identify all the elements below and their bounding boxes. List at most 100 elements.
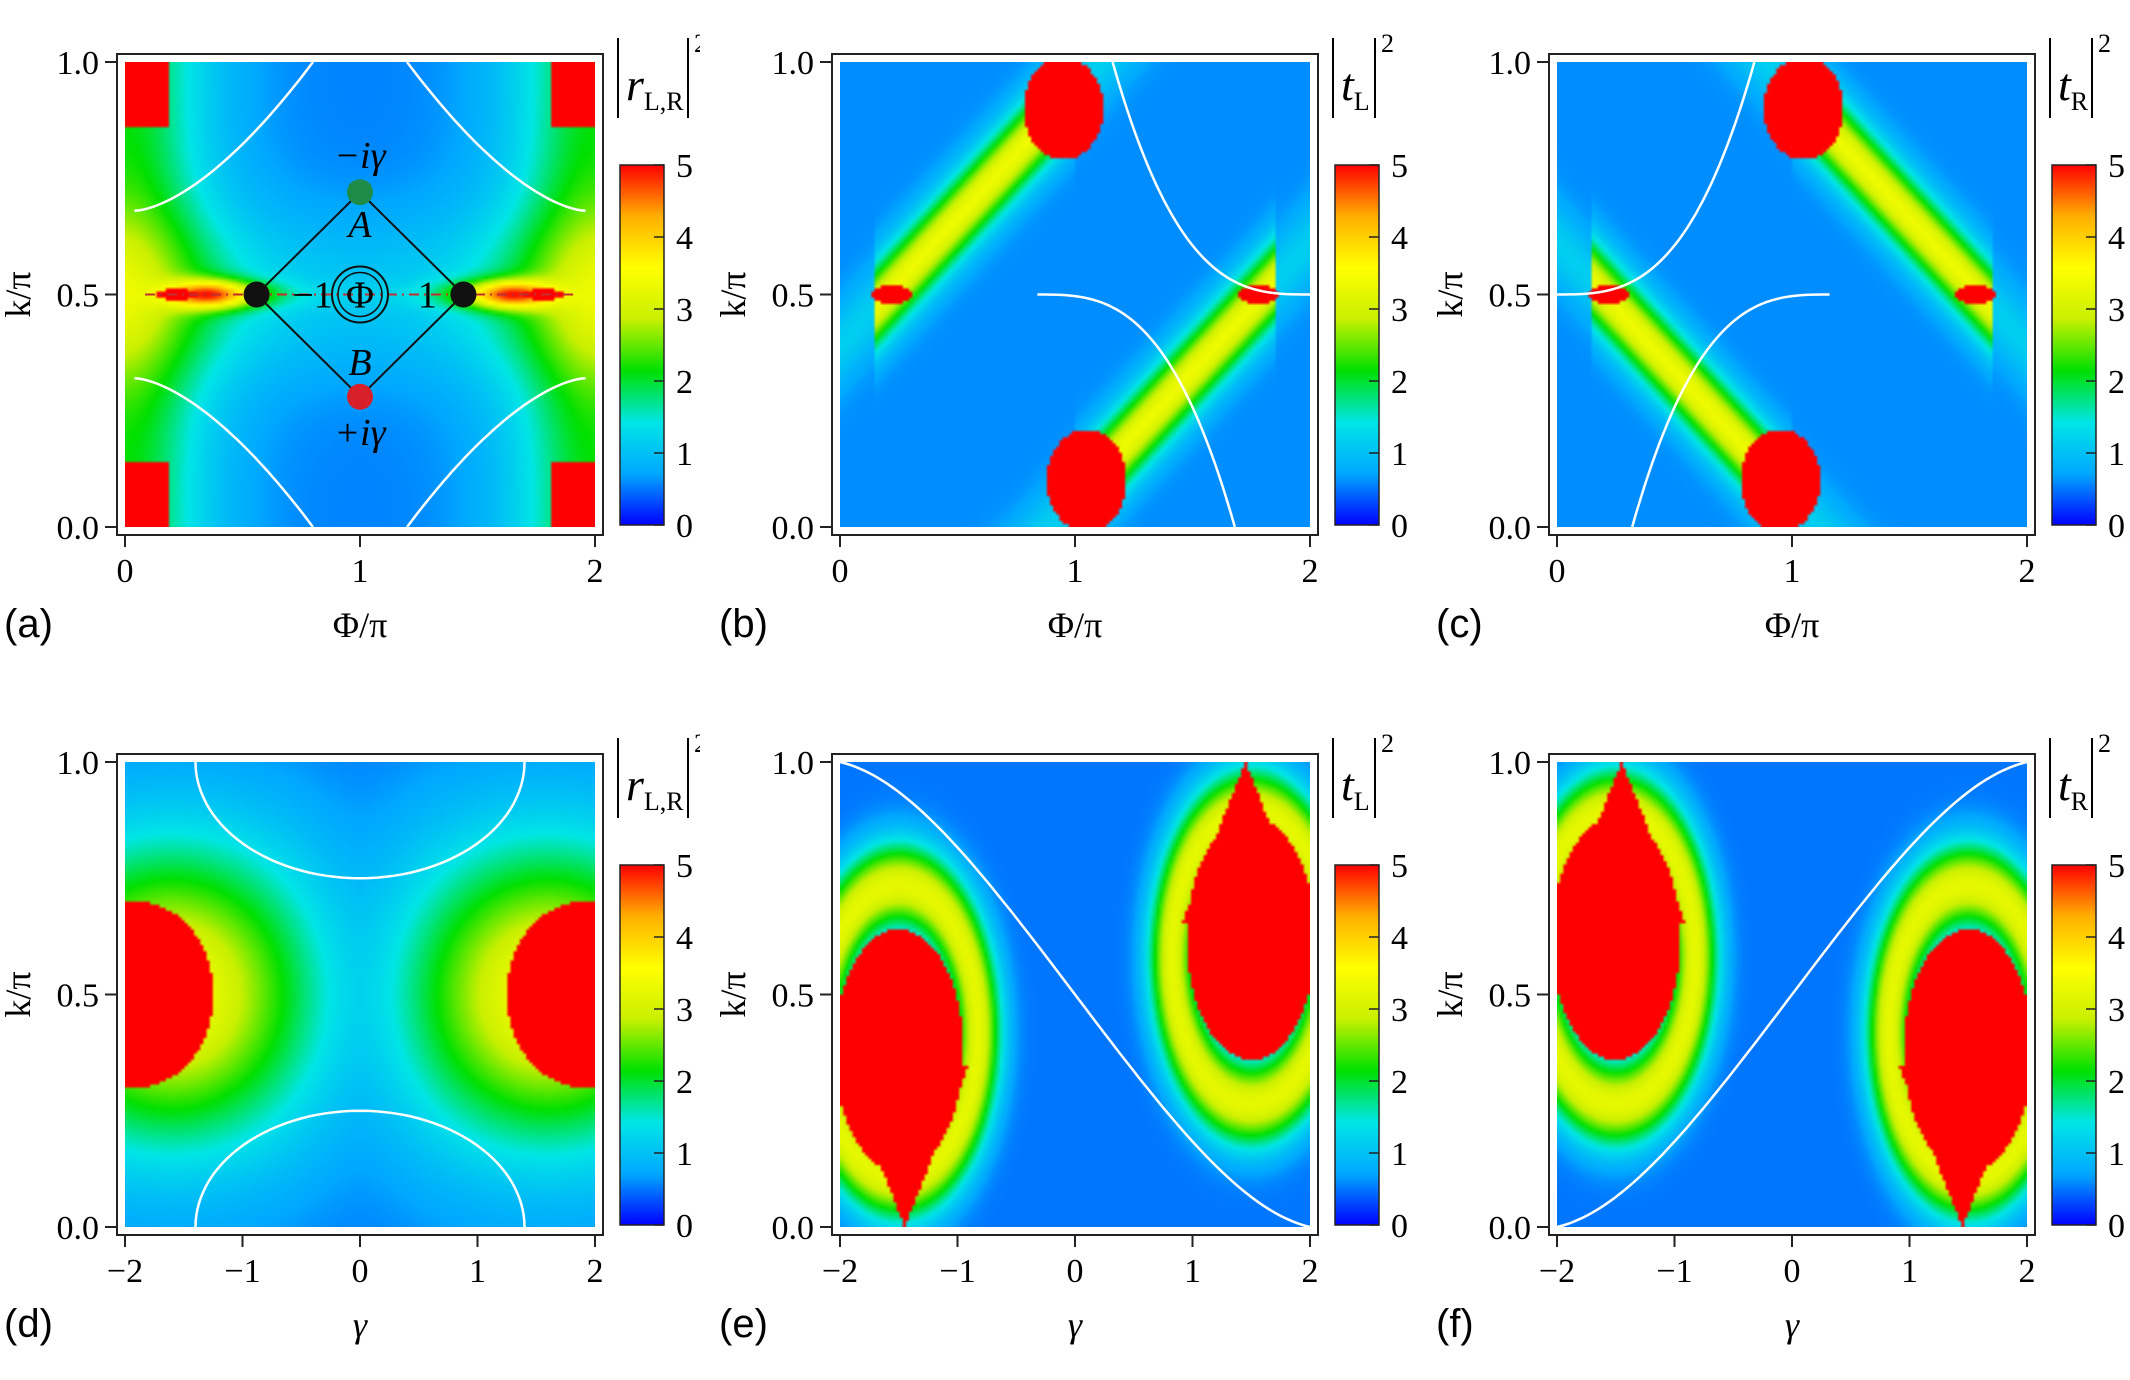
y-tick-label: 0.0 <box>57 1210 100 1247</box>
y-tick-label: 0.5 <box>1489 278 1532 315</box>
x-tick-label: −1 <box>224 1253 260 1290</box>
x-tick-label: −2 <box>107 1253 143 1290</box>
heatmap-image <box>1557 62 2027 527</box>
colorbar-tick-label: 1 <box>1391 436 1408 473</box>
colorbar-tick-label: 1 <box>676 436 693 473</box>
y-tick-label: 0.0 <box>1489 510 1532 547</box>
x-tick-label: 2 <box>1302 1253 1319 1290</box>
x-axis-label: γ <box>353 1305 368 1345</box>
colorbar-tick-label: 3 <box>1391 292 1408 329</box>
colorbar-tick-label: 5 <box>2108 148 2125 185</box>
colorbar-tick-label: 2 <box>1391 1064 1408 1101</box>
x-tick-label: 1 <box>1784 553 1801 590</box>
x-axis-label: Φ/π <box>333 605 388 645</box>
y-tick-label: 0.5 <box>772 978 815 1015</box>
x-tick-label: −2 <box>1539 1253 1575 1290</box>
heatmap-panel: −2 −1 0 1 2 0.0 0.5 1.0 γ k/π (d) 0 1 2 3 4 5 rL,R 2 <box>0 729 700 1346</box>
y-axis-label: k/π <box>0 271 38 317</box>
x-tick-label: 0 <box>117 553 134 590</box>
colorbar-tick-label: 2 <box>676 364 693 401</box>
colorbar-tick-label: 1 <box>1391 1136 1408 1173</box>
y-tick-label: 0.0 <box>772 510 815 547</box>
colorbar-title: tL 2 <box>1332 29 1394 118</box>
colorbar <box>619 164 665 526</box>
colorbar-tick-label: 3 <box>2108 292 2125 329</box>
x-axis-label: γ <box>1785 1305 1800 1345</box>
x-tick-label: 0 <box>1784 1253 1801 1290</box>
colorbar-tick-label: 5 <box>1391 148 1408 185</box>
site-B <box>347 383 373 410</box>
onsite-left-label: −1 <box>292 275 332 317</box>
x-tick-label: 0 <box>352 1253 369 1290</box>
colorbar-tick-label: 0 <box>676 508 693 545</box>
heatmap-image <box>840 62 1310 527</box>
colorbar-tick-label: 0 <box>1391 1208 1408 1245</box>
gain-loss-A-label: −iγ <box>334 135 386 177</box>
colorbar-power: 2 <box>2098 29 2111 58</box>
colorbar-title: tL 2 <box>1332 729 1394 818</box>
colorbar-tick-label: 4 <box>2108 220 2125 257</box>
y-axis-label: k/π <box>1432 271 1470 317</box>
colorbar-tick-label: 5 <box>676 148 693 185</box>
x-tick-label: 2 <box>2019 1253 2036 1290</box>
contour-curve <box>1557 61 1756 296</box>
heatmap-panel: 0 1 2 0.0 0.5 1.0 Φ/π k/π (c) 0 1 2 3 4 5 tR 2 <box>1432 29 2125 646</box>
contour-curve <box>406 376 586 528</box>
y-tick-label: 0.5 <box>57 978 100 1015</box>
heatmap-panel: 0 1 2 0.0 0.5 1.0 Φ/π k/π (b) 0 1 2 3 4 5 tL 2 <box>715 29 1408 646</box>
colorbar-title: rL,R 2 <box>617 29 700 118</box>
contour-curve <box>134 376 314 528</box>
panel-label: (c) <box>1436 602 1483 646</box>
contour-curve <box>1556 760 2028 1229</box>
panel-label: (e) <box>719 1302 768 1346</box>
colorbar-tick-label: 1 <box>676 1136 693 1173</box>
colorbar-title-text: tL <box>1341 59 1370 116</box>
colorbar <box>2051 864 2097 1226</box>
x-tick-label: 0 <box>1067 1253 1084 1290</box>
y-tick-label: 1.0 <box>772 745 815 782</box>
colorbar-title: tR 2 <box>2049 29 2111 118</box>
colorbar-tick-label: 0 <box>1391 508 1408 545</box>
colorbar-tick-label: 4 <box>1391 920 1408 957</box>
colorbar-power: 2 <box>694 729 700 758</box>
colorbar-tick-label: 1 <box>2108 1136 2125 1173</box>
contour-curve <box>1630 293 1830 528</box>
x-tick-label: 1 <box>1901 1253 1918 1290</box>
colorbar-tick-label: 2 <box>1391 364 1408 401</box>
x-tick-label: 1 <box>352 553 369 590</box>
colorbar-title: tR 2 <box>2049 729 2111 818</box>
heatmap-panel: −2 −1 0 1 2 0.0 0.5 1.0 γ k/π (e) 0 1 2 3 4 5 tL 2 <box>715 729 1408 1346</box>
y-tick-label: 0.0 <box>772 1210 815 1247</box>
colorbar-title-text: rL,R <box>626 59 684 116</box>
colorbar-tick-label: 3 <box>676 292 693 329</box>
y-tick-label: 0.5 <box>772 278 815 315</box>
gain-loss-B-label: +iγ <box>334 412 386 454</box>
colorbar-tick-label: 3 <box>676 992 693 1029</box>
site-A <box>347 179 373 206</box>
colorbar-tick-label: 0 <box>2108 1208 2125 1245</box>
colorbar-tick-label: 5 <box>2108 848 2125 885</box>
x-tick-label: −2 <box>822 1253 858 1290</box>
colorbar-tick-label: 0 <box>676 1208 693 1245</box>
colorbar-title: rL,R 2 <box>617 729 700 818</box>
site-left <box>243 281 270 308</box>
colorbar-tick-label: 4 <box>676 220 693 257</box>
colorbar-title-text: tR <box>2058 759 2089 816</box>
contour-curve <box>194 1109 526 1228</box>
colorbar <box>619 864 665 1226</box>
panel-label: (f) <box>1436 1302 1474 1346</box>
heatmap-panel: 0 1 2 0.0 0.5 1.0 Φ/π k/π (a) 0 1 2 3 4 5 rL,R 2 Φ −1 1 A B −i… <box>0 29 700 646</box>
y-tick-label: 1.0 <box>57 45 100 82</box>
y-tick-label: 1.0 <box>1489 45 1532 82</box>
y-axis-label: k/π <box>715 971 753 1017</box>
heatmap-image <box>125 762 595 1227</box>
x-tick-label: 2 <box>587 1253 604 1290</box>
site-A-label: A <box>345 204 372 246</box>
colorbar-tick-label: 3 <box>1391 992 1408 1029</box>
flux-label: Φ <box>346 275 374 317</box>
contour-curve <box>406 61 586 213</box>
y-axis-label: k/π <box>0 971 38 1017</box>
x-tick-label: −1 <box>939 1253 975 1290</box>
colorbar-tick-label: 0 <box>2108 508 2125 545</box>
y-tick-label: 0.5 <box>57 278 100 315</box>
